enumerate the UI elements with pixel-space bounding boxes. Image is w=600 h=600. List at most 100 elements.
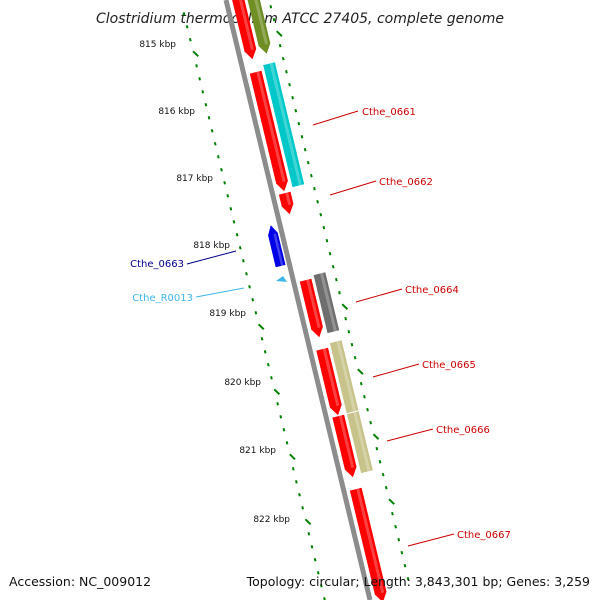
cog-upstream <box>247 0 271 54</box>
tick-mark <box>298 493 301 497</box>
scale-label-819: 819 kbp <box>209 309 246 319</box>
tick-mark <box>403 563 407 568</box>
tick-mark <box>223 181 226 185</box>
tick-mark <box>357 368 364 375</box>
tick-mark <box>319 212 323 217</box>
tick-mark <box>288 82 291 87</box>
cog-cthe-0665-highlight <box>336 340 357 412</box>
gene-label-cthe-0667: Cthe_0667 <box>457 530 511 541</box>
gene-label-cthe-0662: Cthe_0662 <box>379 177 433 188</box>
tick-mark <box>322 225 326 230</box>
tick-mark <box>232 220 236 224</box>
gene-label-cthe-0666: Cthe_0666 <box>436 425 490 436</box>
cds-cthe-0661 <box>249 70 288 192</box>
tick-mark <box>269 4 273 9</box>
tick-mark <box>388 498 395 505</box>
tick-mark <box>347 329 351 334</box>
tick-mark <box>297 121 301 126</box>
tick-mark <box>391 511 394 516</box>
cds-upstream-highlight <box>238 0 254 51</box>
tick-mark <box>198 77 201 81</box>
tick-mark <box>276 30 283 37</box>
tick-mark <box>238 246 242 250</box>
cds-cthe-0663 <box>268 225 286 268</box>
tick-mark <box>220 168 223 172</box>
scale-label-815: 815 kbp <box>139 40 176 50</box>
tick-mark <box>381 472 385 477</box>
scale-labels: 815 kbp 816 kbp 817 kbp 818 kbp 819 kbp … <box>139 40 290 525</box>
tick-mark <box>313 186 316 191</box>
tick-mark <box>303 147 307 152</box>
tick-mark <box>285 441 289 445</box>
tick-mark <box>285 69 288 74</box>
tick-mark <box>307 532 311 536</box>
tick-mark <box>320 584 323 588</box>
leader-cthe-0663 <box>186 250 237 265</box>
cds-upstream <box>232 0 257 60</box>
label-leaders <box>186 110 455 547</box>
tick-mark <box>328 251 332 256</box>
tick-mark <box>229 207 233 211</box>
tick-mark <box>213 142 217 146</box>
cog-cthe-0664 <box>313 272 340 334</box>
tick-mark <box>192 50 199 58</box>
tick-mark <box>279 415 283 419</box>
map-title: Clostridium thermocellum ATCC 27405, com… <box>96 11 504 27</box>
tick-mark <box>188 38 192 42</box>
tick-mark <box>278 43 282 48</box>
tick-mark <box>282 428 286 432</box>
tick-mark <box>242 259 245 263</box>
cog-cthe-0665 <box>329 340 359 414</box>
scale-label-821: 821 kbp <box>239 446 276 456</box>
tick-mark <box>217 155 220 159</box>
tick-mark <box>270 376 273 380</box>
tick-mark <box>182 12 186 16</box>
leader-cthe-0664 <box>355 288 403 303</box>
tick-mark <box>272 17 276 22</box>
tick-mark <box>257 323 265 331</box>
tick-mark <box>331 264 335 269</box>
cog-cthe-0664-highlight <box>320 272 337 332</box>
tick-mark <box>406 576 410 581</box>
scale-label-820: 820 kbp <box>224 378 261 388</box>
tick-mark <box>300 134 304 139</box>
tick-mark <box>263 350 267 354</box>
tick-mark <box>260 337 264 341</box>
tick-tracks <box>182 4 410 600</box>
cds-cthe-0667-highlight <box>356 488 385 594</box>
cog-cthe-0666 <box>347 411 373 474</box>
feature-track <box>232 0 387 600</box>
tick-mark <box>248 285 251 289</box>
scale-label-816: 816 kbp <box>158 107 195 117</box>
leader-cthe-0666 <box>386 428 434 442</box>
rna-cthe-r0013 <box>276 276 287 282</box>
scale-label-818: 818 kbp <box>193 241 230 251</box>
genome-backbone <box>223 0 373 600</box>
tick-mark <box>251 298 255 302</box>
tick-mark <box>350 342 354 347</box>
tick-mark <box>316 199 319 204</box>
tick-mark <box>207 116 211 120</box>
tick-mark <box>201 90 205 94</box>
tick-mark <box>301 506 304 510</box>
tick-mark <box>310 173 313 178</box>
tick-mark <box>372 433 380 440</box>
tick-mark <box>375 446 379 451</box>
leader-cthe-0667 <box>407 533 455 547</box>
leader-cthe-0661 <box>312 110 359 126</box>
gene-label-cthe-0663: Cthe_0663 <box>130 259 184 270</box>
tick-mark <box>316 571 320 575</box>
tick-mark <box>295 480 298 484</box>
tick-mark <box>338 290 341 295</box>
tick-mark <box>310 545 314 549</box>
tick-mark <box>273 388 281 396</box>
tick-mark <box>325 238 329 243</box>
gene-label-cthe-0664: Cthe_0664 <box>405 285 459 296</box>
tick-mark <box>363 394 366 399</box>
cog-upstream-highlight <box>254 0 268 45</box>
tick-mark <box>276 402 279 406</box>
tick-mark <box>210 129 214 133</box>
tick-mark <box>291 95 294 100</box>
gene-labels: Cthe_0661 Cthe_0662 Cthe_0663 Cthe_R0013… <box>130 107 511 541</box>
